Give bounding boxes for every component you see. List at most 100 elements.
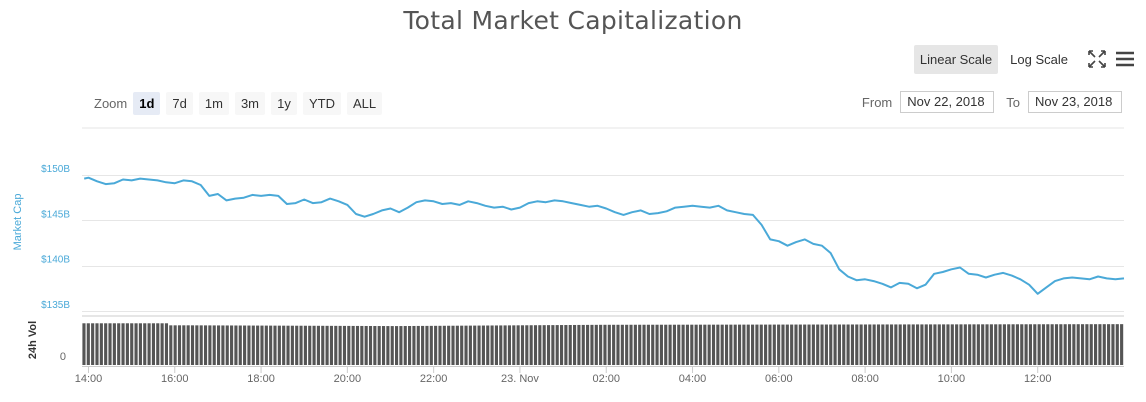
volume-bar	[503, 325, 507, 365]
volume-bar	[798, 324, 802, 365]
volume-bar	[685, 324, 690, 365]
market-cap-line-group	[83, 176, 1125, 295]
volume-bar	[681, 324, 685, 365]
volume-bar	[855, 324, 859, 365]
fullscreen-icon[interactable]	[1086, 48, 1108, 70]
volume-bar	[373, 326, 377, 365]
volume-bar	[989, 324, 993, 365]
volume-bar	[898, 324, 902, 365]
volume-bar	[408, 326, 412, 365]
volume-bar	[668, 324, 672, 365]
volume-bar	[633, 324, 637, 365]
volume-bar	[1050, 324, 1054, 365]
volume-bar	[160, 323, 164, 365]
volume-bar	[99, 323, 103, 365]
volume-bar	[516, 325, 520, 365]
volume-bar	[464, 325, 468, 365]
volume-bar	[386, 326, 390, 365]
volume-bar	[868, 324, 872, 365]
volume-bar	[95, 323, 99, 365]
volume-bar	[985, 324, 989, 365]
volume-bar	[981, 324, 985, 365]
volume-bar	[190, 325, 195, 365]
volume-bar	[529, 325, 533, 365]
volume-bar	[655, 324, 659, 365]
volume-bar	[950, 324, 954, 365]
y-tick-label: $145B	[41, 209, 70, 220]
log-scale-button[interactable]: Log Scale	[1010, 51, 1068, 67]
volume-bar	[859, 324, 863, 365]
volume-bar	[295, 325, 299, 365]
volume-bar	[108, 323, 112, 365]
volume-bar	[942, 324, 946, 365]
volume-bar	[994, 324, 998, 365]
volume-bar	[277, 325, 281, 365]
to-date-input[interactable]	[1028, 91, 1122, 113]
x-tick-label: 02:00	[592, 373, 620, 385]
volume-bar	[842, 324, 846, 365]
zoom-1m-button[interactable]: 1m	[198, 92, 229, 115]
volume-bar	[785, 324, 789, 365]
zoom-7d-button[interactable]: 7d	[166, 92, 193, 115]
volume-bar	[490, 325, 494, 365]
grid-lines	[82, 127, 1124, 367]
volume-bar	[425, 325, 429, 365]
volume-bar	[711, 324, 716, 365]
volume-bars	[82, 323, 1124, 365]
volume-bar	[112, 323, 116, 365]
volume-bar	[177, 325, 182, 365]
linear-scale-button[interactable]: Linear Scale	[913, 44, 999, 74]
volume-axis-label: 24h Vol	[27, 321, 39, 359]
volume-bar	[755, 324, 759, 365]
volume-bar	[1102, 324, 1106, 365]
volume-bar	[638, 324, 642, 365]
volume-bar	[143, 323, 147, 365]
volume-bar	[677, 324, 681, 365]
volume-bar	[612, 324, 616, 365]
volume-bar	[642, 324, 646, 365]
volume-bar	[533, 325, 538, 365]
volume-bar	[486, 325, 490, 365]
volume-bar	[91, 323, 95, 365]
zoom-3m-button[interactable]: 3m	[234, 92, 265, 115]
volume-bar	[594, 324, 598, 365]
volume-bar	[1007, 324, 1011, 365]
from-date-input[interactable]	[900, 91, 995, 113]
volume-bar	[885, 324, 889, 365]
volume-bar	[1115, 324, 1119, 365]
volume-bar	[716, 324, 720, 365]
volume-bar	[690, 324, 694, 365]
volume-bar	[538, 325, 542, 365]
date-range-bar: From To	[862, 91, 1122, 113]
volume-bar	[746, 324, 750, 365]
volume-bar	[121, 323, 125, 365]
volume-bar	[182, 325, 186, 365]
menu-icon[interactable]	[1114, 48, 1136, 70]
volume-bar	[937, 324, 941, 365]
volume-bar	[924, 324, 928, 365]
volume-bar	[512, 325, 516, 365]
volume-bar	[863, 324, 868, 365]
volume-bar	[777, 324, 781, 365]
zoom-ytd-button[interactable]: YTD	[303, 92, 341, 115]
volume-bar	[916, 324, 920, 365]
volume-bar	[772, 324, 776, 365]
volume-bar	[364, 325, 368, 365]
volume-bar	[729, 324, 733, 365]
volume-bar	[381, 326, 386, 365]
volume-bar	[286, 325, 290, 365]
volume-bar	[929, 324, 933, 365]
volume-bar	[911, 324, 915, 365]
zoom-1d-button[interactable]: 1d	[133, 92, 161, 115]
zoom-1y-button[interactable]: 1y	[271, 92, 297, 115]
volume-bar	[355, 325, 360, 365]
x-tick-label: 12:00	[1024, 373, 1052, 385]
volume-bar	[216, 325, 221, 365]
volume-bar	[164, 323, 169, 365]
volume-bar	[1098, 324, 1102, 365]
market-cap-line[interactable]	[83, 176, 1125, 295]
volume-bar	[260, 325, 264, 365]
zoom-all-button[interactable]: ALL	[347, 92, 383, 115]
volume-bar	[742, 324, 746, 365]
volume-bar	[156, 323, 160, 365]
